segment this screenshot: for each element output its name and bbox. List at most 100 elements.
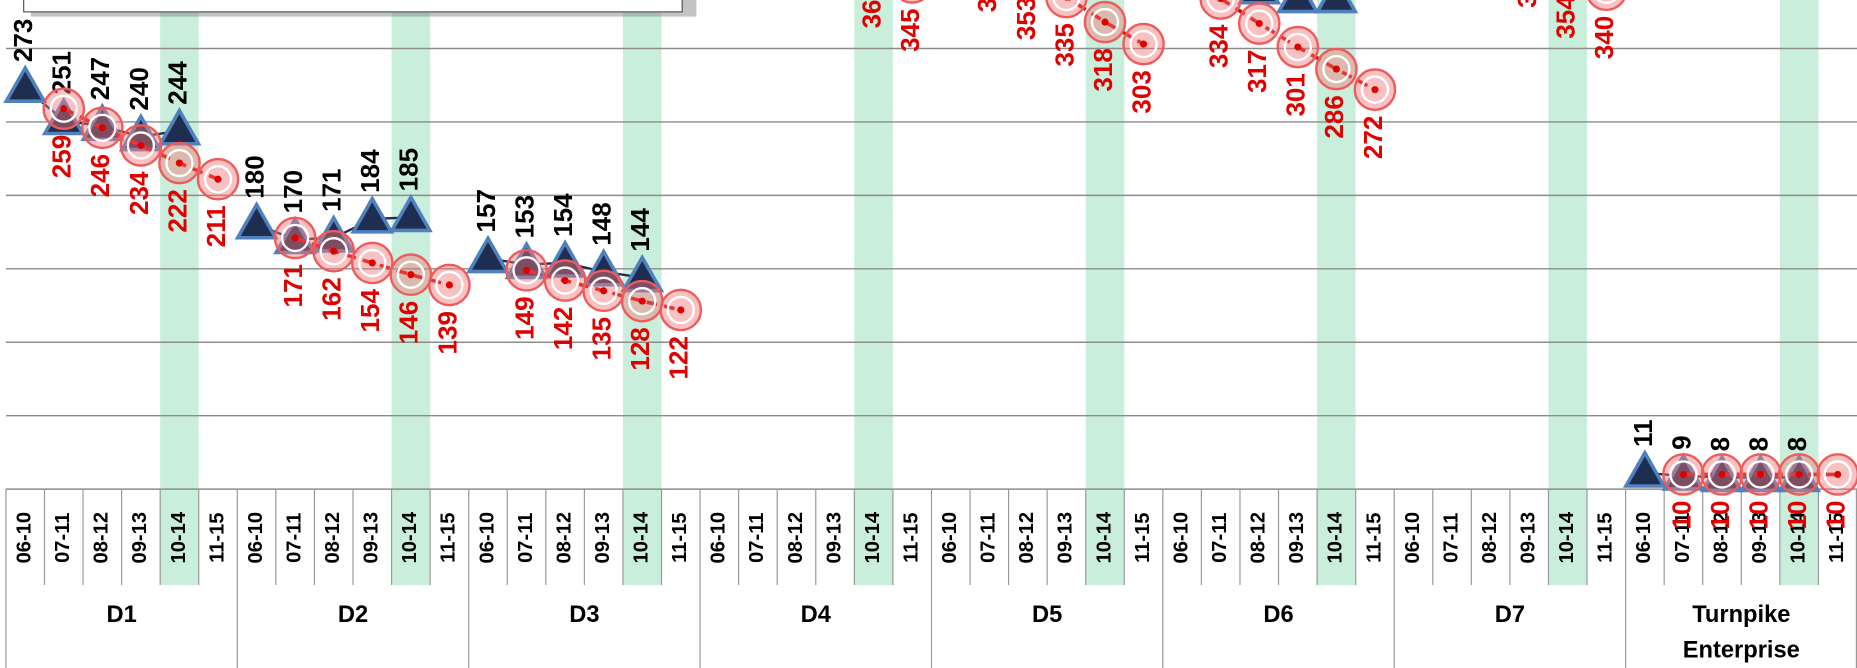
circle-dot: [1757, 470, 1765, 479]
data-label: 301: [1281, 73, 1311, 116]
group-label: D2: [338, 602, 368, 628]
data-label: 251: [47, 51, 77, 94]
x-tick-label: 06-10: [1633, 512, 1655, 563]
data-label: 10: [1743, 501, 1773, 530]
data-label: 354: [1551, 0, 1581, 39]
x-tick-label: 11-15: [1595, 513, 1617, 563]
data-label: 240: [124, 67, 154, 110]
circle-dot: [1064, 0, 1069, 1]
data-label: 171: [278, 264, 308, 307]
triangle-marker: [80, 102, 125, 142]
x-tick-label: 09-13: [592, 512, 614, 563]
x-tick-label: 10-14: [399, 511, 421, 563]
circle-ring: [396, 260, 426, 289]
group-label-line: Turnpike: [1692, 602, 1790, 628]
data-label: 185: [394, 148, 424, 191]
circle-dot: [677, 306, 685, 314]
circle-marker: [900, 0, 925, 4]
data-label: 10: [1666, 501, 1696, 530]
x-tick-label: 11-15: [438, 513, 460, 563]
data-label: 184: [355, 149, 385, 193]
circle-ring: [280, 223, 310, 253]
group-label: D6: [1263, 602, 1293, 628]
x-tick-label: 09-13: [823, 512, 845, 563]
highlight-band: [1317, 0, 1356, 586]
circle-marker: [1587, 0, 1626, 12]
circle-ring: [1245, 9, 1274, 38]
data-label: 180: [239, 155, 269, 198]
x-tick-label: 07-11: [1209, 513, 1231, 563]
triangle-marker: [1314, 0, 1359, 14]
x-tick-label: 06-10: [1170, 512, 1192, 563]
x-tick-label: 10-14: [1325, 511, 1347, 563]
data-label: 372: [972, 0, 1002, 12]
x-tick-label: 11-15: [1363, 513, 1385, 563]
data-label: 148: [587, 202, 617, 245]
highlight-band: [160, 0, 199, 586]
group-label-line: Enterprise: [1683, 638, 1800, 664]
triangle-marker: [1622, 449, 1667, 488]
circle-dot: [1255, 19, 1263, 28]
data-label: 303: [1126, 70, 1156, 113]
circle-ring: [203, 165, 233, 194]
data-label: 11: [1628, 419, 1658, 447]
x-tick-label: 07-11: [978, 513, 1000, 563]
circle-ring: [1322, 54, 1351, 84]
x-tick-label: 08-12: [553, 512, 575, 563]
x-tick-label: 07-11: [1672, 513, 1694, 563]
data-label: 340: [1589, 16, 1619, 59]
data-label: 273: [8, 19, 38, 62]
circle-dot: [1795, 470, 1803, 479]
data-label: 139: [432, 311, 462, 354]
circle-ring: [1784, 460, 1814, 489]
circle-ring: [589, 276, 618, 306]
circle-dot: [1101, 18, 1109, 26]
group-label: Turnpike Enterprise: [1683, 602, 1800, 664]
data-label: 375: [1512, 0, 1542, 8]
circle-ring: [1669, 460, 1698, 489]
circle-marker: [1045, 0, 1088, 19]
data-label: 222: [162, 189, 192, 232]
circle-ring: [1746, 460, 1775, 489]
triangle-marker: [581, 248, 626, 287]
data-label: 170: [278, 170, 308, 213]
data-label: 244: [162, 61, 192, 105]
circle-ring: [435, 270, 464, 300]
triangle-marker: [350, 195, 395, 234]
data-label: 153: [509, 195, 539, 238]
background-layer: 06-10 07-11 08-12 09-13 10-14 11-15 D1 06-10 07-…: [5, 0, 1857, 668]
data-label: 144: [625, 208, 655, 252]
data-label: 157: [471, 189, 501, 232]
highlight-band: [391, 0, 431, 586]
x-tick-label: 07-11: [52, 513, 74, 563]
circle-dot: [561, 277, 569, 285]
data-label: 8: [1743, 437, 1773, 452]
circle-ring: [1129, 29, 1158, 59]
circle-ring: [319, 236, 348, 266]
circle-dot: [214, 175, 222, 183]
circle-dot: [600, 287, 608, 295]
data-label: 286: [1319, 95, 1349, 138]
x-tick-label: 08-12: [322, 512, 344, 563]
data-label: 345: [895, 8, 925, 51]
x-tick-label: 11-15: [1132, 513, 1154, 563]
circle-dot: [1718, 470, 1726, 479]
x-tick-label: 08-12: [1710, 512, 1732, 563]
x-tick-label: 06-10: [14, 512, 36, 563]
x-tick-label: 07-11: [283, 513, 305, 563]
x-tick-label: 06-10: [939, 512, 961, 563]
x-tick-label: 09-13: [1055, 512, 1077, 563]
circle-ring: [88, 113, 117, 143]
data-label: 146: [394, 301, 424, 344]
x-tick-label: 09-13: [361, 512, 383, 563]
data-label: 211: [201, 205, 231, 247]
x-tick-label: 08-12: [1248, 512, 1270, 563]
circle-dot: [330, 247, 338, 255]
circle-dot: [1371, 86, 1379, 94]
data-label: 334: [1204, 24, 1234, 68]
data-label: 135: [587, 317, 617, 360]
data-label: 317: [1242, 50, 1272, 93]
group-label: D5: [1032, 602, 1062, 628]
circle-ring: [126, 131, 156, 160]
circle-ring: [512, 256, 541, 285]
